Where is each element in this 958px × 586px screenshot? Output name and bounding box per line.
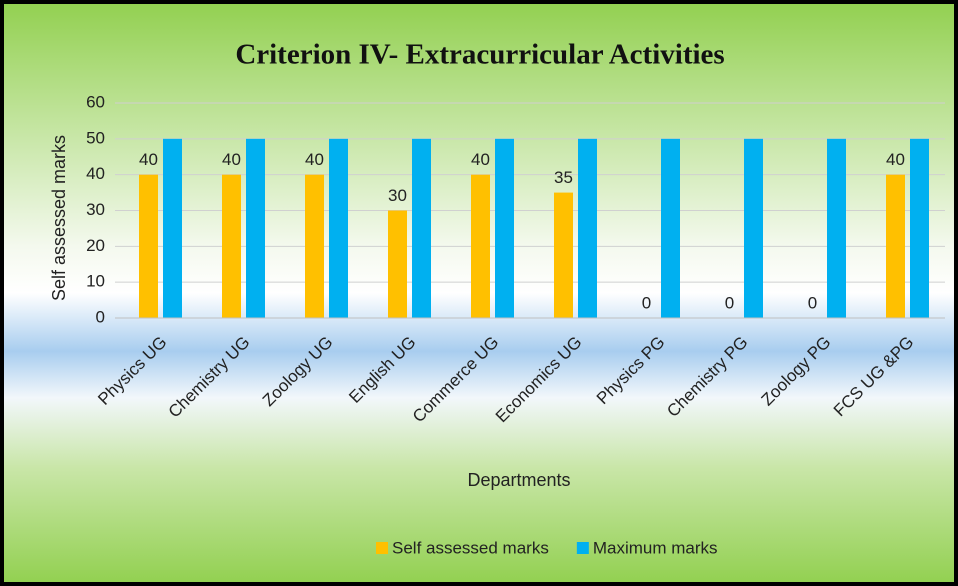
y-tick-label: 40: [86, 164, 105, 183]
bar: [246, 138, 265, 318]
y-tick-label: 20: [86, 236, 105, 255]
data-label: 40: [222, 150, 241, 169]
y-tick-label: 50: [86, 128, 105, 147]
bar: [305, 174, 324, 318]
legend-label: Maximum marks: [593, 538, 718, 557]
bar: [910, 138, 929, 318]
legend-swatch: [576, 542, 589, 554]
y-tick-label: 30: [86, 200, 105, 219]
y-tick-label: 10: [86, 272, 105, 291]
chart-title: Criterion IV- Extracurricular Activities: [235, 39, 724, 71]
bar: [139, 174, 158, 318]
bar: [495, 138, 514, 318]
bar: [554, 192, 573, 318]
data-label: 0: [725, 293, 734, 312]
data-label: 0: [642, 293, 651, 312]
bar: [886, 174, 905, 318]
bar: [163, 138, 182, 318]
data-label: 30: [388, 186, 407, 205]
bar: [471, 174, 490, 318]
data-label: 40: [139, 150, 158, 169]
bar: [744, 138, 763, 318]
legend-swatch: [376, 542, 388, 554]
bar: [222, 174, 241, 318]
bar: [827, 138, 846, 318]
data-label: 35: [554, 168, 573, 187]
data-label: 0: [808, 293, 817, 312]
bar: [578, 138, 597, 318]
bar: [388, 210, 407, 318]
legend-label: Self assessed marks: [392, 538, 549, 557]
y-axis-label: Self assessed marks: [49, 135, 69, 301]
data-label: 40: [471, 150, 490, 169]
y-tick-label: 60: [86, 92, 105, 111]
bar: [329, 138, 348, 318]
data-label: 40: [886, 150, 905, 169]
y-tick-label: 0: [96, 307, 105, 326]
x-axis-label: Departments: [467, 470, 570, 490]
data-label: 40: [305, 150, 324, 169]
bar: [661, 138, 680, 318]
bar: [412, 138, 431, 318]
